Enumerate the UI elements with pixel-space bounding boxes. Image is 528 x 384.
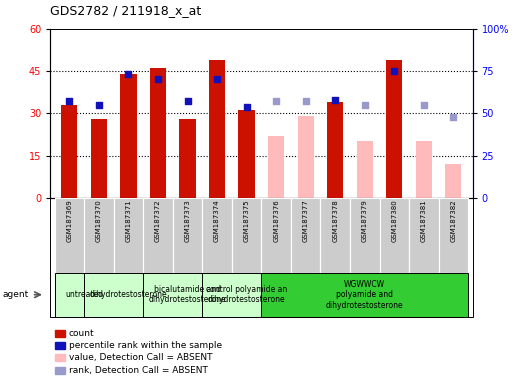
Point [420, 102, 428, 108]
Text: GSM187380: GSM187380 [391, 199, 397, 242]
Text: count: count [69, 329, 95, 338]
Point [242, 103, 251, 109]
Bar [350, 198, 380, 273]
Text: percentile rank within the sample: percentile rank within the sample [69, 341, 222, 350]
Text: GDS2782 / 211918_x_at: GDS2782 / 211918_x_at [50, 4, 201, 17]
Text: bicalutamide and
dihydrotestosterone: bicalutamide and dihydrotestosterone [149, 285, 227, 305]
Text: rank, Detection Call = ABSENT: rank, Detection Call = ABSENT [69, 366, 208, 375]
Bar [209, 60, 225, 198]
Bar [54, 273, 114, 317]
Bar [120, 74, 137, 198]
Bar [416, 141, 432, 198]
Text: GSM187369: GSM187369 [67, 199, 72, 242]
Point [331, 97, 340, 103]
Bar [150, 68, 166, 198]
Point [301, 98, 310, 104]
Point [154, 76, 162, 83]
Text: control polyamide an
dihydrotestosterone: control polyamide an dihydrotestosterone [206, 285, 287, 305]
Bar [239, 111, 254, 198]
Bar [268, 136, 284, 198]
Text: GSM187378: GSM187378 [332, 199, 338, 242]
Point [390, 68, 399, 74]
Point [124, 71, 133, 78]
Bar [380, 198, 409, 273]
Text: WGWWCW
polyamide and
dihydrotestosterone: WGWWCW polyamide and dihydrotestosterone [326, 280, 403, 310]
Text: GSM187372: GSM187372 [155, 199, 161, 242]
Bar [114, 198, 143, 273]
Point [65, 98, 73, 104]
Text: GSM187375: GSM187375 [243, 199, 250, 242]
Point [361, 102, 369, 108]
Bar [291, 198, 320, 273]
Text: GSM187373: GSM187373 [184, 199, 191, 242]
Bar [356, 141, 373, 198]
Point [213, 76, 221, 83]
Bar [445, 164, 461, 198]
Bar [261, 273, 468, 317]
Text: GSM187374: GSM187374 [214, 199, 220, 242]
Bar [327, 102, 343, 198]
Text: GSM187382: GSM187382 [450, 199, 456, 242]
Bar [91, 119, 107, 198]
Point [95, 102, 103, 108]
Point [449, 114, 458, 120]
Text: GSM187371: GSM187371 [126, 199, 131, 242]
Text: GSM187379: GSM187379 [362, 199, 367, 242]
Text: untreated: untreated [65, 290, 103, 299]
Text: dihydrotestosterone: dihydrotestosterone [90, 290, 167, 299]
Bar [173, 198, 202, 273]
Bar [180, 119, 196, 198]
Bar [320, 198, 350, 273]
Text: GSM187381: GSM187381 [421, 199, 427, 242]
Bar [232, 198, 261, 273]
Bar [439, 198, 468, 273]
Bar [202, 273, 291, 317]
Bar [409, 198, 439, 273]
Point [272, 98, 280, 104]
Bar [54, 198, 84, 273]
Bar [386, 60, 402, 198]
Point [183, 98, 192, 104]
Bar [202, 198, 232, 273]
Bar [143, 273, 232, 317]
Bar [61, 105, 78, 198]
Bar [84, 273, 173, 317]
Text: agent: agent [3, 290, 29, 299]
Bar [84, 198, 114, 273]
Text: GSM187376: GSM187376 [273, 199, 279, 242]
Bar [261, 198, 291, 273]
Text: value, Detection Call = ABSENT: value, Detection Call = ABSENT [69, 353, 212, 362]
Bar [298, 116, 314, 198]
Text: GSM187377: GSM187377 [303, 199, 309, 242]
Bar [143, 198, 173, 273]
Text: GSM187370: GSM187370 [96, 199, 102, 242]
